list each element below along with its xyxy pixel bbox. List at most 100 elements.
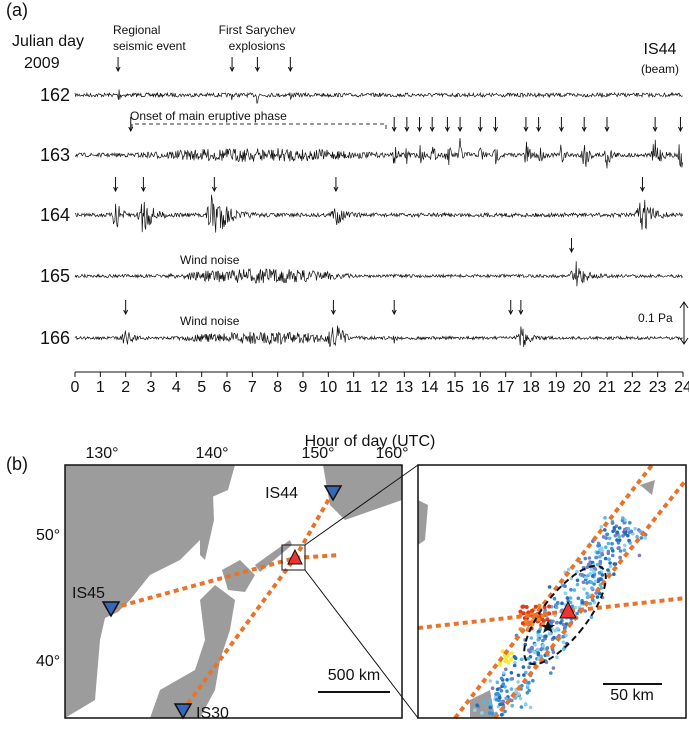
dot xyxy=(488,705,493,710)
dot xyxy=(603,528,607,532)
dot xyxy=(498,662,503,667)
lon-tick: 140° xyxy=(195,445,228,462)
dot xyxy=(585,595,590,599)
ray xyxy=(493,478,688,720)
dot xyxy=(490,712,495,716)
arrow xyxy=(652,117,658,133)
day-label: 163 xyxy=(40,145,70,165)
dot xyxy=(505,689,509,693)
dot xyxy=(610,521,615,525)
x-tick-label: 9 xyxy=(299,379,308,396)
arrow xyxy=(123,300,129,316)
dot xyxy=(583,556,588,561)
dot xyxy=(519,705,524,709)
waveform xyxy=(74,325,683,348)
dot xyxy=(530,608,535,613)
dot xyxy=(569,576,574,581)
x-tick-label: 7 xyxy=(248,379,257,396)
dot xyxy=(562,584,567,588)
arrow xyxy=(128,117,134,133)
dot xyxy=(547,632,552,636)
arrow xyxy=(569,238,574,254)
dot xyxy=(568,596,573,600)
x-tick-label: 0 xyxy=(71,379,80,396)
dot xyxy=(488,711,492,715)
dot xyxy=(589,567,593,572)
dot xyxy=(605,532,610,537)
dot xyxy=(615,530,620,535)
dot xyxy=(504,667,508,672)
annotation: Onset of main eruptive phase xyxy=(130,109,287,123)
dot xyxy=(547,585,552,589)
arrow xyxy=(536,117,542,133)
arrow xyxy=(457,117,463,133)
day-label: 166 xyxy=(40,328,70,348)
dot xyxy=(600,549,605,553)
dot xyxy=(607,536,612,541)
dot xyxy=(639,536,644,540)
inset-map xyxy=(417,463,688,720)
arrow xyxy=(508,300,514,316)
dot xyxy=(561,622,566,627)
arrow xyxy=(429,117,435,133)
arrow xyxy=(581,117,587,133)
waveform xyxy=(74,261,683,287)
dot xyxy=(617,534,621,539)
dot xyxy=(542,605,547,610)
dot xyxy=(618,549,623,553)
day-label: 165 xyxy=(40,266,70,286)
scale-label: 50 km xyxy=(610,687,654,704)
arrow xyxy=(333,177,339,193)
dot xyxy=(579,560,583,565)
x-tick-label: 18 xyxy=(522,379,540,396)
dot xyxy=(537,629,541,634)
dot xyxy=(544,660,549,665)
star xyxy=(541,620,555,633)
dot xyxy=(594,555,599,560)
dot xyxy=(529,636,534,640)
dot xyxy=(585,591,589,596)
dot xyxy=(510,703,514,708)
dot xyxy=(480,711,484,715)
dot xyxy=(595,550,600,555)
dot xyxy=(580,600,585,605)
station-label: IS44 xyxy=(265,485,298,502)
dot xyxy=(544,634,548,638)
dot xyxy=(495,687,500,692)
dot xyxy=(499,676,504,681)
dot xyxy=(488,701,493,706)
x-tick-label: 1 xyxy=(96,379,105,396)
dot xyxy=(541,638,545,643)
dot xyxy=(612,572,616,576)
dot xyxy=(509,657,514,662)
dot xyxy=(562,626,567,630)
dot xyxy=(555,620,559,625)
dot xyxy=(600,573,605,577)
dot xyxy=(549,671,553,675)
dot xyxy=(530,645,534,650)
dot xyxy=(551,619,555,624)
dot xyxy=(558,621,563,625)
dot xyxy=(549,622,553,626)
dot xyxy=(590,574,595,578)
x-tick-label: 15 xyxy=(446,379,464,396)
dot xyxy=(513,661,517,665)
dot xyxy=(516,680,520,684)
dot xyxy=(593,579,598,584)
dot xyxy=(621,516,625,520)
volcano xyxy=(559,600,577,619)
dot xyxy=(565,596,570,600)
dot xyxy=(533,643,537,647)
dot xyxy=(533,604,538,609)
dot xyxy=(504,659,509,664)
dot xyxy=(603,516,607,520)
annotation: Wind noise xyxy=(180,314,240,328)
dot xyxy=(623,520,627,525)
dot xyxy=(509,687,514,691)
dot xyxy=(610,553,615,558)
dot xyxy=(518,696,523,701)
dot xyxy=(627,530,632,535)
dot xyxy=(633,526,637,531)
dot xyxy=(566,567,571,572)
dot xyxy=(606,541,611,546)
